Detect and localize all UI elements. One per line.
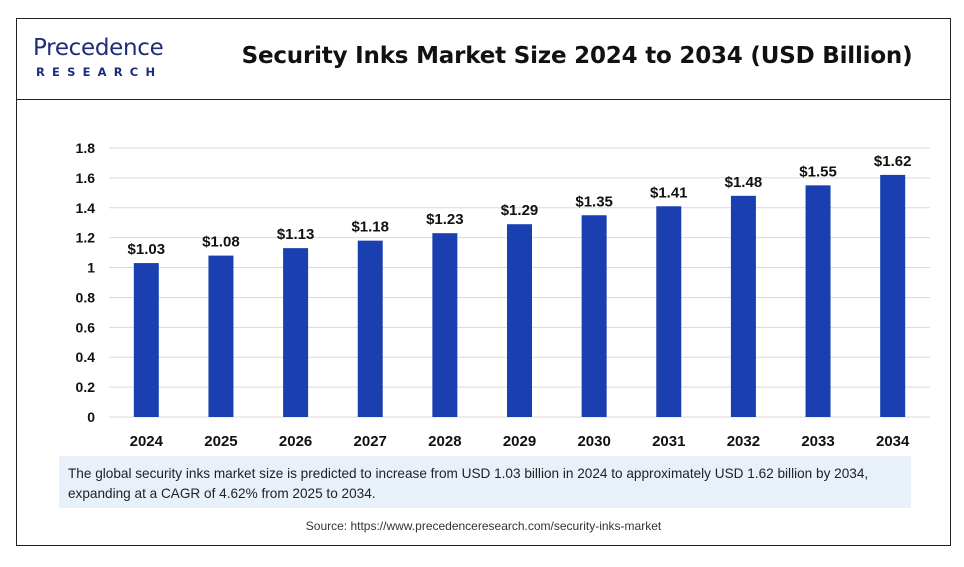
- x-tick-label: 2034: [876, 433, 910, 450]
- x-tick-label: 2024: [130, 433, 164, 450]
- y-tick-label: 0.6: [76, 319, 96, 335]
- data-labels: $1.03 $1.08 $1.13 $1.18 $1.23 $1.29 $1.35 $1.41…: [128, 153, 912, 258]
- chart-title: Security Inks Market Size 2024 to 2034 (…: [241, 43, 913, 69]
- x-tick-label: 2032: [727, 433, 760, 450]
- data-label: $1.29: [501, 202, 539, 219]
- bar-2027: [357, 240, 383, 417]
- x-tick-label: 2026: [279, 433, 312, 450]
- x-tick-label: 2029: [503, 433, 536, 450]
- data-label: $1.35: [575, 193, 613, 210]
- y-tick-label: 0: [87, 409, 95, 425]
- logo-subtitle: RESEARCH: [36, 65, 163, 79]
- data-label: $1.48: [725, 174, 763, 191]
- bar-2029: [507, 224, 532, 417]
- brand-logo: Precedence RESEARCH: [33, 35, 183, 85]
- y-tick-label: 1: [87, 260, 95, 276]
- bars: [133, 174, 906, 417]
- x-axis-ticks: 2024 2025 2026 2027 2028 2029 2030 2031 2032 2033…: [130, 433, 910, 450]
- y-axis-ticks: 0 0.2 0.4 0.6 0.8 1 1.2 1.4 1.6 1.8: [76, 140, 96, 425]
- logo-wordmark: Precedence: [33, 35, 164, 61]
- x-tick-label: 2030: [577, 433, 610, 450]
- bar-2025: [208, 255, 234, 417]
- bar-2034: [880, 174, 906, 417]
- data-label: $1.03: [128, 241, 166, 258]
- bar-2030: [581, 215, 607, 417]
- summary-note: The global security inks market size is …: [59, 456, 911, 508]
- y-tick-label: 1.4: [76, 200, 96, 216]
- bar-2026: [283, 248, 309, 417]
- source-link[interactable]: Source: https://www.precedenceresearch.c…: [305, 519, 662, 533]
- y-tick-label: 1.2: [76, 230, 96, 246]
- header: Precedence RESEARCH Security Inks Market…: [17, 19, 950, 100]
- y-tick-label: 0.2: [76, 379, 96, 395]
- y-tick-label: 1.6: [76, 170, 96, 186]
- y-tick-label: 0.4: [76, 349, 96, 365]
- bar-2033: [805, 185, 831, 417]
- bar-2032: [730, 195, 756, 417]
- x-tick-label: 2033: [801, 433, 834, 450]
- bar-2031: [656, 206, 682, 417]
- y-tick-label: 1.8: [76, 140, 96, 156]
- bar-2024: [133, 263, 159, 417]
- chart-frame: Precedence RESEARCH Security Inks Market…: [16, 18, 951, 546]
- data-label: $1.18: [351, 219, 389, 236]
- data-label: $1.23: [426, 211, 464, 228]
- x-tick-label: 2025: [204, 433, 237, 450]
- y-tick-label: 0.8: [76, 289, 96, 305]
- bar-chart: 00.20.40.60.811.21.41.61.8 $1.03 $1.08 $1.…: [76, 140, 930, 450]
- x-tick-label: 2031: [652, 433, 685, 450]
- data-label: $1.08: [202, 234, 240, 251]
- x-tick-label: 2028: [428, 433, 461, 450]
- bar-2028: [432, 233, 458, 417]
- x-tick-label: 2027: [354, 433, 387, 450]
- data-label: $1.13: [277, 226, 315, 243]
- data-label: $1.55: [799, 163, 837, 180]
- data-label: $1.41: [650, 184, 688, 201]
- data-label: $1.62: [874, 153, 912, 170]
- plot-area: 0 0.2 0.4 0.6 0.8 1 1.2 1.4 1.6 1.8 $1.03 $1.08 $1.…: [17, 100, 950, 455]
